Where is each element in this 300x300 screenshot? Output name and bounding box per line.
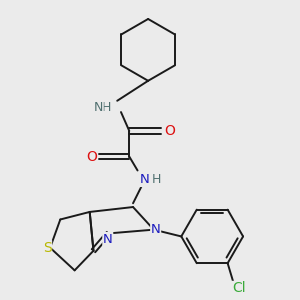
Text: N: N (103, 232, 113, 246)
Text: O: O (86, 149, 97, 164)
Text: N: N (94, 101, 103, 114)
Text: O: O (164, 124, 175, 138)
Text: N: N (140, 173, 149, 186)
Text: H: H (152, 173, 161, 186)
Text: H: H (102, 101, 111, 114)
Text: Cl: Cl (232, 281, 246, 296)
Text: N: N (151, 223, 160, 236)
Text: S: S (43, 241, 52, 255)
